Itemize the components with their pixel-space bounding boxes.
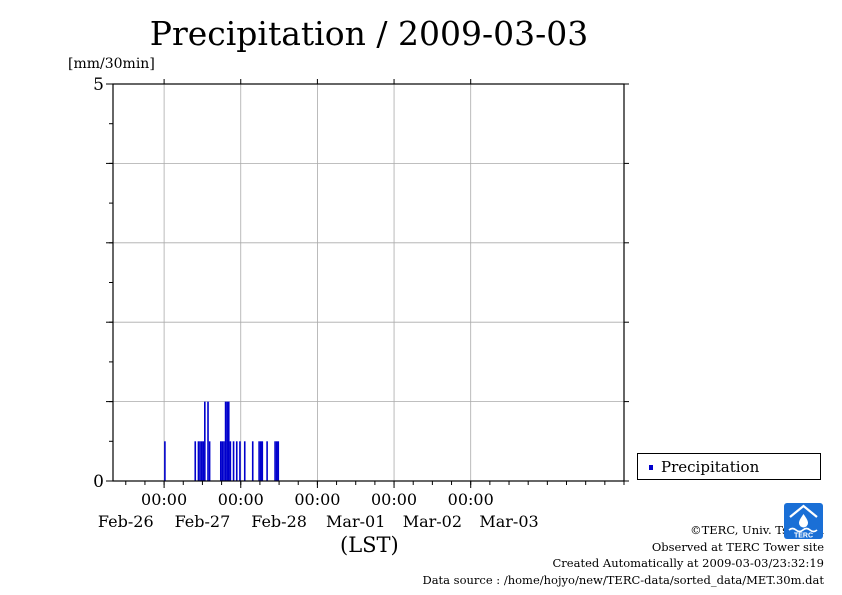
x-tick-label-date: Mar-02: [403, 512, 462, 531]
x-tick-label-time: 00:00: [141, 490, 187, 509]
precipitation-bar: [223, 441, 225, 481]
precipitation-bar: [251, 441, 254, 481]
precipitation-bar: [197, 441, 200, 481]
x-tick-label-time: 00:00: [371, 490, 417, 509]
precipitation-bar: [277, 441, 280, 481]
credit-copyright: ©TERC, Univ. Tsukuba: [690, 523, 824, 537]
x-tick-label-time: 00:00: [448, 490, 494, 509]
precipitation-bar: [239, 441, 241, 481]
terc-logo: TERC: [784, 503, 823, 539]
x-axis-label: (LST): [340, 533, 399, 557]
credit-source: Data source : /home/hojyo/new/TERC-data/…: [422, 572, 824, 587]
precipitation-bar: [194, 441, 197, 481]
precipitation-bar: [208, 441, 211, 481]
credit-created: Created Automatically at 2009-03-03/23:3…: [552, 556, 825, 570]
precipitation-bar: [207, 401, 209, 481]
precipitation-bar: [204, 401, 206, 481]
axis-labels: 00:00 00:00 00:00 00:00 00:00 Feb-26 Feb-27 Feb…: [93, 75, 539, 531]
y-axis-unit-label: [mm/30min]: [68, 56, 155, 72]
precipitation-bar: [232, 441, 235, 481]
precipitation-bars: [164, 401, 280, 481]
chart-title: Precipitation / 2009-03-03: [149, 14, 589, 53]
precipitation-bar: [243, 441, 246, 481]
precipitation-bar: [226, 401, 228, 481]
y-tick-label: 5: [93, 75, 104, 95]
precipitation-bar: [227, 401, 230, 481]
precipitation-bar: [200, 441, 203, 481]
precipitation-bar: [202, 441, 205, 481]
credits: ©TERC, Univ. Tsukuba Observed at TERC To…: [422, 522, 824, 588]
x-tick-label-date: Mar-03: [479, 512, 538, 531]
precipitation-bar: [258, 441, 260, 481]
credit-observed: Observed at TERC Tower site: [651, 539, 824, 554]
grid: [113, 84, 624, 481]
x-tick-label-date: Mar-01: [326, 512, 385, 531]
svg-text:TERC: TERC: [794, 533, 813, 540]
y-tick-label: 0: [93, 472, 104, 492]
precipitation-bar: [224, 401, 227, 481]
precipitation-bar: [221, 441, 224, 481]
precipitation-bar: [199, 441, 201, 481]
x-tick-label-date: Feb-26: [98, 512, 154, 531]
precipitation-bar: [261, 441, 264, 481]
legend-swatch-precipitation: [649, 465, 653, 470]
plot-frame: [112, 83, 625, 482]
precipitation-bar: [164, 441, 166, 481]
precipitation-bar: [274, 441, 276, 481]
legend-label-precipitation: Precipitation: [661, 458, 760, 476]
precipitation-bar: [219, 441, 222, 481]
x-tick-label-date: Feb-28: [251, 512, 307, 531]
precipitation-bar: [235, 441, 238, 481]
x-tick-label-time: 00:00: [294, 490, 340, 509]
x-tick-label-time: 00:00: [218, 490, 264, 509]
x-tick-label-date: Feb-27: [175, 512, 231, 531]
legend: Precipitation: [637, 453, 821, 480]
axis-ticks: [106, 79, 629, 488]
precipitation-bar: [266, 441, 268, 481]
precipitation-bar: [259, 441, 262, 481]
precipitation-bar: [275, 441, 278, 481]
precipitation-bar: [229, 441, 232, 481]
